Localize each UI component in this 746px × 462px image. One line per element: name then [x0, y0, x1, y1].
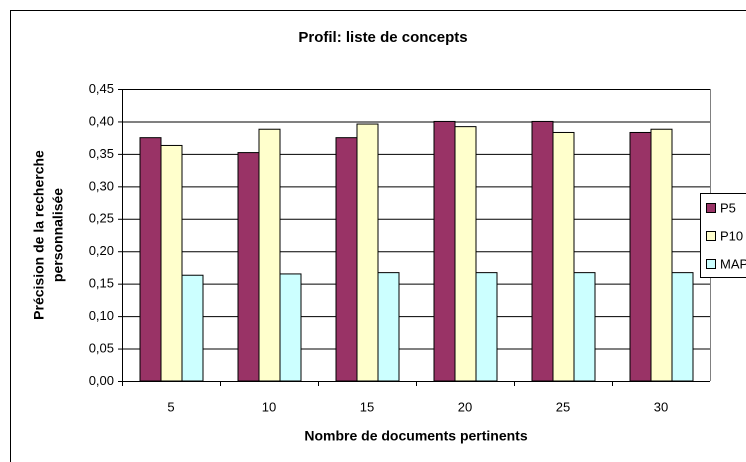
- bar: [671, 272, 694, 382]
- y-tick-label: 0,30: [89, 178, 114, 193]
- x-tick-label: 15: [360, 399, 374, 414]
- y-axis-label-line: Précision de la recherche: [31, 150, 47, 320]
- y-tick-label: 0,45: [89, 81, 114, 96]
- y-axis-label-line: personnalisée: [50, 188, 66, 282]
- bar: [629, 131, 652, 382]
- bar: [377, 272, 400, 382]
- legend-label: P10: [720, 228, 743, 243]
- x-tick-label: 30: [654, 399, 668, 414]
- y-tick-label: 0,25: [89, 211, 114, 226]
- legend-swatch: [706, 259, 716, 269]
- y-tick-label: 0,10: [89, 308, 114, 323]
- chart-title: Profil: liste de concepts: [298, 29, 467, 46]
- bar: [356, 123, 379, 382]
- y-tick-label: 0,20: [89, 243, 114, 258]
- bar: [433, 120, 456, 382]
- bar: [181, 274, 204, 382]
- y-tick-label: 0,00: [89, 373, 114, 388]
- x-tick-label: 10: [262, 399, 276, 414]
- bar: [650, 128, 673, 382]
- bar: [573, 272, 596, 382]
- bar: [475, 272, 498, 382]
- y-tick-label: 0,40: [89, 113, 114, 128]
- bar: [160, 144, 183, 382]
- legend-swatch: [706, 203, 716, 213]
- bar: [454, 126, 477, 382]
- x-tick-label: 25: [556, 399, 570, 414]
- legend-label: P5: [720, 200, 736, 215]
- plot-area: [122, 89, 710, 381]
- bar: [139, 137, 162, 382]
- y-tick-label: 0,05: [89, 340, 114, 355]
- bar: [335, 137, 358, 382]
- bar: [258, 128, 281, 382]
- bar: [531, 120, 554, 382]
- bar: [552, 131, 575, 382]
- bar: [279, 273, 302, 382]
- x-tick-label: 20: [458, 399, 472, 414]
- x-tick-label: 5: [167, 399, 174, 414]
- y-tick-label: 0,35: [89, 146, 114, 161]
- y-axis-label: Précision de la recherche personnalisée: [31, 150, 66, 320]
- y-tick-label: 0,15: [89, 276, 114, 291]
- bar: [237, 152, 260, 382]
- legend-label: MAP: [720, 256, 746, 271]
- legend-swatch: [706, 231, 716, 241]
- x-axis-label: Nombre de documents pertinents: [304, 428, 527, 444]
